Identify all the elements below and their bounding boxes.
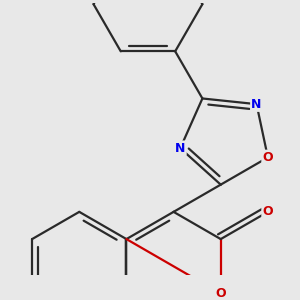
Text: O: O (215, 287, 226, 300)
Text: O: O (262, 151, 273, 164)
Text: N: N (175, 142, 185, 155)
Text: N: N (251, 98, 262, 111)
Text: O: O (262, 206, 273, 218)
